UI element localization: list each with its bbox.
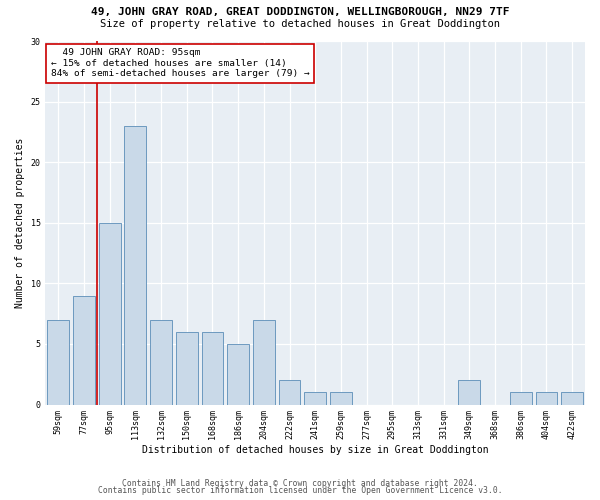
Bar — [278, 380, 301, 404]
Text: 49, JOHN GRAY ROAD, GREAT DODDINGTON, WELLINGBOROUGH, NN29 7TF: 49, JOHN GRAY ROAD, GREAT DODDINGTON, WE… — [91, 8, 509, 18]
Bar — [47, 320, 69, 404]
Text: Size of property relative to detached houses in Great Doddington: Size of property relative to detached ho… — [100, 19, 500, 29]
Bar — [304, 392, 326, 404]
Text: 49 JOHN GRAY ROAD: 95sqm
← 15% of detached houses are smaller (14)
84% of semi-d: 49 JOHN GRAY ROAD: 95sqm ← 15% of detach… — [51, 48, 310, 78]
Y-axis label: Number of detached properties: Number of detached properties — [15, 138, 25, 308]
X-axis label: Distribution of detached houses by size in Great Doddington: Distribution of detached houses by size … — [142, 445, 488, 455]
Bar — [202, 332, 223, 404]
Bar — [99, 223, 121, 404]
Text: Contains public sector information licensed under the Open Government Licence v3: Contains public sector information licen… — [98, 486, 502, 495]
Bar — [253, 320, 275, 404]
Bar — [227, 344, 249, 405]
Bar — [330, 392, 352, 404]
Bar — [510, 392, 532, 404]
Bar — [150, 320, 172, 404]
Bar — [536, 392, 557, 404]
Bar — [176, 332, 197, 404]
Bar — [73, 296, 95, 405]
Bar — [458, 380, 480, 404]
Text: Contains HM Land Registry data © Crown copyright and database right 2024.: Contains HM Land Registry data © Crown c… — [122, 478, 478, 488]
Bar — [124, 126, 146, 404]
Bar — [561, 392, 583, 404]
